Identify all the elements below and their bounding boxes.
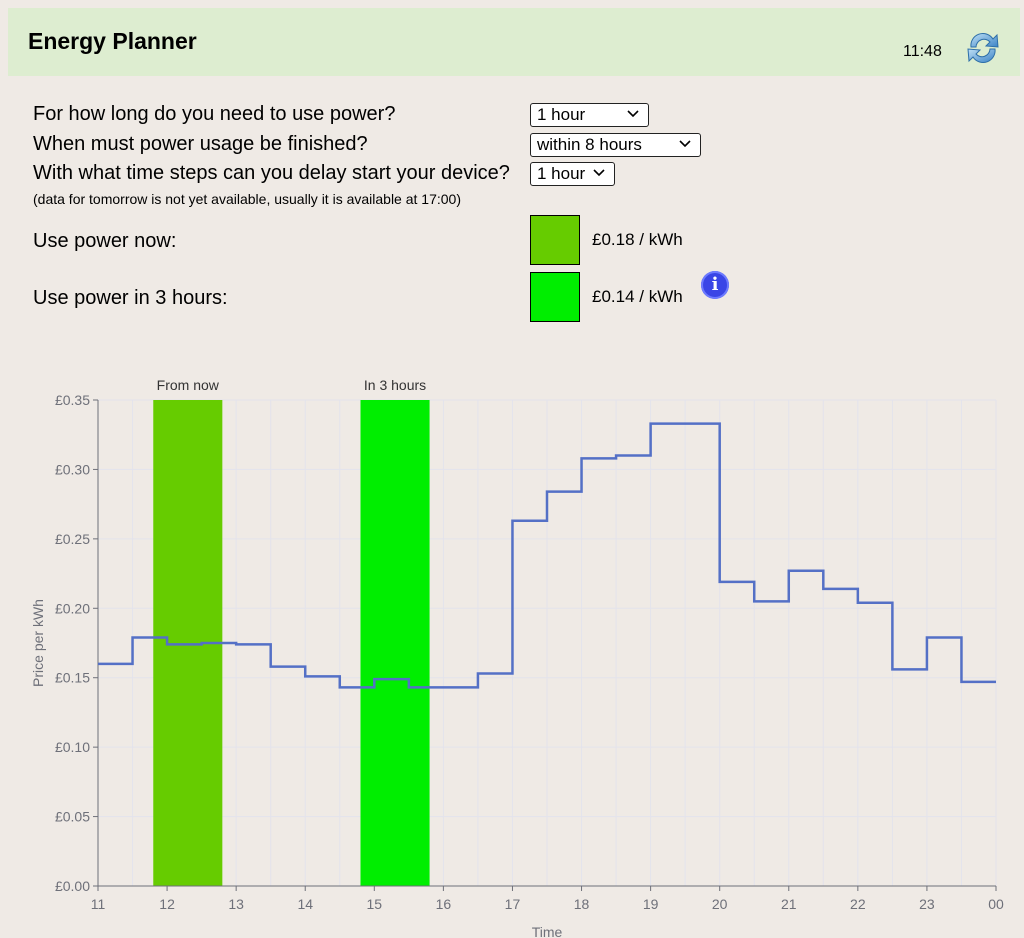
option-now-price: £0.18 / kWh [592,230,683,249]
y-tick-label: £0.35 [55,392,90,408]
timestep-select-value: 1 hour [537,164,586,183]
chevron-down-icon [679,140,691,148]
y-tick-label: £0.30 [55,461,90,477]
band-label: In 3 hours [364,377,426,393]
y-tick-label: £0.10 [55,739,90,755]
availability-note: (data for tomorrow is not yet available,… [33,191,461,207]
x-tick-label: 22 [850,896,866,912]
band-label: From now [157,377,220,393]
option-later-price: £0.14 / kWh [592,287,683,306]
y-tick-label: £0.15 [55,670,90,686]
x-tick-label: 19 [643,896,659,912]
option-later-label: Use power in 3 hours: [33,287,228,309]
x-tick-label: 23 [919,896,935,912]
timestep-select[interactable]: 1 hour [530,162,615,186]
x-tick-label: 21 [781,896,797,912]
duration-select-value: 1 hour [537,105,586,124]
y-axis-label: Price per kWh [30,599,46,687]
refresh-icon[interactable] [963,28,1003,68]
app-header: Energy Planner 11:48 [8,8,1020,76]
price-series-line [98,422,996,689]
x-tick-label: 00 [988,896,1004,912]
x-axis-label: Time [532,924,563,938]
duration-select[interactable]: 1 hour [530,103,649,127]
highlight-band [360,400,430,886]
y-tick-label: £0.00 [55,878,90,894]
price-chart: From now In 3 hours £0.00 £0.05 £0.10 £0.15 £0… [30,377,1004,938]
timestep-question: With what time steps can you delay start… [33,162,510,184]
duration-question: For how long do you need to use power? [33,103,396,125]
option-later-swatch [530,272,580,322]
x-tick-label: 14 [297,896,313,912]
x-tick-label: 18 [574,896,590,912]
option-now-swatch [530,215,580,265]
y-tick-label: £0.05 [55,809,90,825]
chevron-down-icon [593,169,605,177]
x-tick-label: 12 [159,896,175,912]
y-tick-label: £0.20 [55,600,90,616]
chevron-down-icon [627,110,639,118]
info-icon[interactable]: i [701,271,729,299]
finish-question: When must power usage be finished? [33,133,368,155]
x-tick-label: 15 [367,896,383,912]
x-tick-label: 13 [228,896,244,912]
x-tick-label: 17 [505,896,521,912]
app-title: Energy Planner [28,28,197,54]
finish-select-value: within 8 hours [537,135,642,154]
x-tick-label: 20 [712,896,728,912]
y-tick-label: £0.25 [55,531,90,547]
finish-select[interactable]: within 8 hours [530,133,701,157]
x-tick-label: 11 [91,896,106,912]
option-now-label: Use power now: [33,230,177,252]
x-tick-label: 16 [436,896,452,912]
current-time: 11:48 [903,43,942,60]
